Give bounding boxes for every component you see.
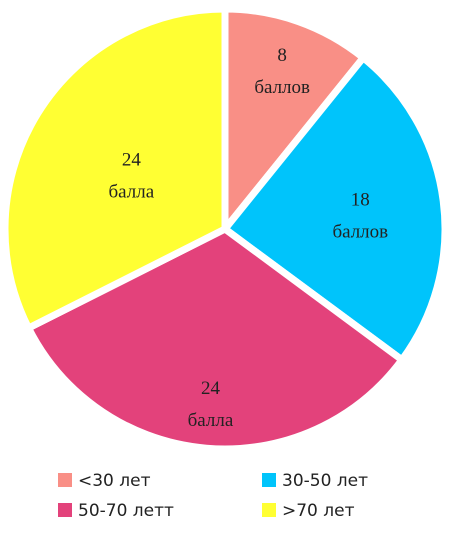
value-label: 18 баллов bbox=[332, 190, 388, 243]
value-label: 24 балла bbox=[188, 378, 234, 431]
legend-label: <30 лет bbox=[78, 471, 151, 491]
legend-label: >70 лет bbox=[282, 501, 355, 521]
pie-slice bbox=[221, 54, 449, 364]
pie-slice bbox=[221, 5, 367, 233]
legend-swatch bbox=[58, 503, 72, 517]
value-label: 8 баллов bbox=[254, 45, 310, 98]
legend-label: 30-50 лет bbox=[282, 471, 368, 491]
value-label: 24 балла bbox=[108, 149, 154, 202]
legend-label: 50-70 летт bbox=[78, 501, 174, 521]
pie-slice bbox=[1, 5, 229, 332]
legend-swatch bbox=[262, 503, 276, 517]
legend-swatch bbox=[262, 473, 276, 487]
legend-swatch bbox=[58, 473, 72, 487]
